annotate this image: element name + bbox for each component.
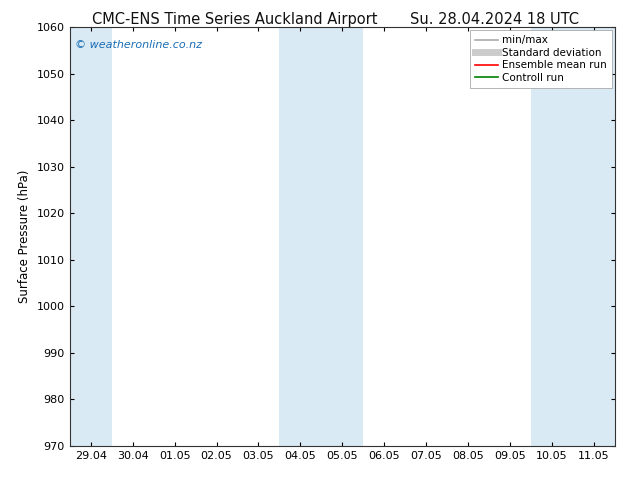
Title: CMC-ENS Time Series Auckland Airport      Su. 28.04.2024 18 UTC: CMC-ENS Time Series Auckland Airport Su.… bbox=[0, 489, 1, 490]
Bar bbox=[70, 27, 112, 446]
Legend: min/max, Standard deviation, Ensemble mean run, Controll run: min/max, Standard deviation, Ensemble me… bbox=[470, 30, 612, 88]
Text: © weatheronline.co.nz: © weatheronline.co.nz bbox=[75, 40, 202, 49]
Text: Su. 28.04.2024 18 UTC: Su. 28.04.2024 18 UTC bbox=[410, 12, 579, 27]
Bar bbox=[531, 27, 615, 446]
Bar bbox=[280, 27, 363, 446]
Y-axis label: Surface Pressure (hPa): Surface Pressure (hPa) bbox=[18, 170, 31, 303]
Text: CMC-ENS Time Series Auckland Airport: CMC-ENS Time Series Auckland Airport bbox=[92, 12, 377, 27]
